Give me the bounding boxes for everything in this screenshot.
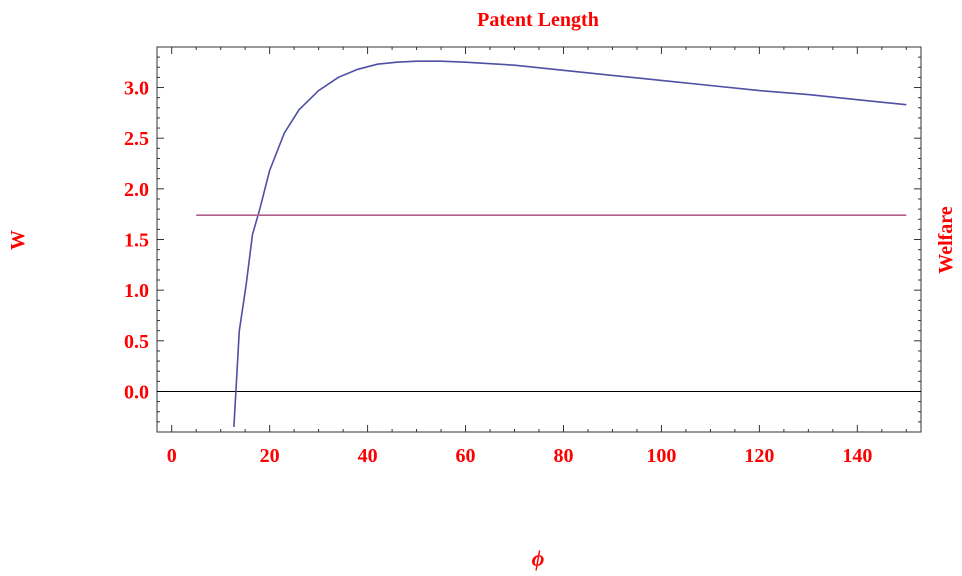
x-tick-label: 140 bbox=[842, 445, 872, 467]
plot-area: 0 20 40 60 80 100 120 140 0.0 0.5 1.0 1.5 2.0 2.5 3.0 bbox=[124, 46, 922, 467]
x-tick-label: 40 bbox=[358, 445, 378, 467]
y-tick-label: 3.0 bbox=[124, 78, 149, 100]
x-axis-label: ϕ bbox=[532, 546, 545, 571]
x-tick-label: 100 bbox=[646, 445, 676, 467]
y-tick-label: 1.0 bbox=[124, 280, 149, 302]
y-tick-label: 0.5 bbox=[124, 331, 149, 353]
x-tick-label: 20 bbox=[260, 445, 280, 467]
y-axis-label: W bbox=[7, 230, 29, 250]
right-axis-label: Welfare bbox=[935, 206, 957, 274]
plot-frame bbox=[156, 46, 922, 433]
x-tick-label: 60 bbox=[456, 445, 476, 467]
series-line-1 bbox=[233, 60, 907, 427]
x-tick-label: 80 bbox=[553, 445, 573, 467]
x-tick-label: 120 bbox=[744, 445, 774, 467]
chart-title: Patent Length bbox=[477, 9, 599, 31]
y-tick-label: 1.5 bbox=[124, 230, 149, 252]
x-tick-label: 0 bbox=[167, 445, 177, 467]
y-tick-label: 2.0 bbox=[124, 179, 149, 201]
y-tick-label: 0.0 bbox=[124, 381, 149, 403]
y-tick-label: 2.5 bbox=[124, 128, 149, 150]
